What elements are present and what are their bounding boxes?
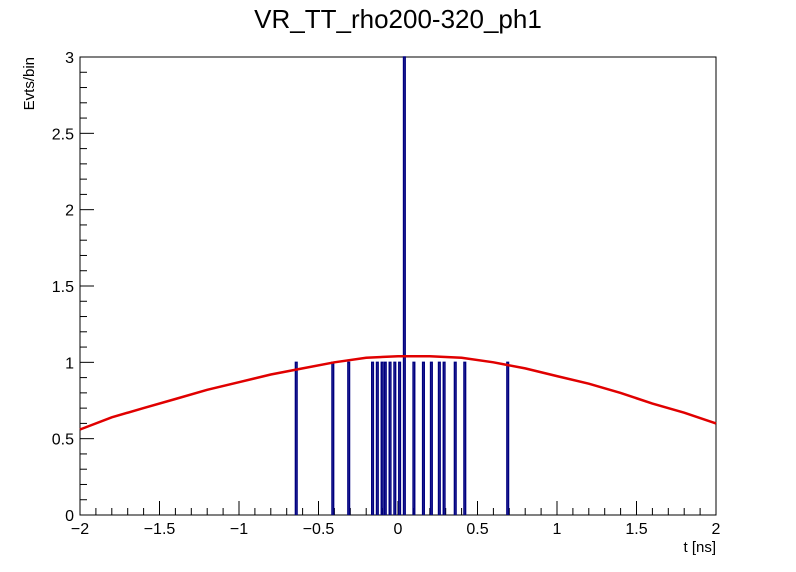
y-tick-label: 2	[65, 203, 74, 220]
histogram-bin	[380, 361, 384, 515]
histogram-bin	[393, 361, 397, 515]
x-tick-label: 1.5	[625, 521, 647, 538]
histogram-bin	[506, 361, 510, 515]
histogram-bin	[347, 361, 351, 515]
x-tick-label: 1	[553, 521, 562, 538]
histogram-bin	[388, 361, 392, 515]
x-tick-label: −2	[71, 521, 89, 538]
y-tick-label: 1.5	[52, 279, 74, 296]
histogram-bin	[371, 361, 375, 515]
x-tick-label: 0	[394, 521, 403, 538]
histogram-bin	[331, 361, 335, 515]
histogram-bin	[383, 361, 387, 515]
y-tick-label: 3	[65, 50, 74, 67]
histogram-bin	[412, 361, 416, 515]
histogram-bars	[294, 56, 510, 515]
x-tick-label: 0.5	[466, 521, 488, 538]
x-tick-label: −1.5	[144, 521, 176, 538]
y-tick-label: 2.5	[52, 126, 74, 143]
plot-frame	[79, 56, 717, 516]
histogram-bin	[429, 361, 433, 515]
histogram-bin	[463, 361, 467, 515]
fit-curve	[79, 354, 717, 431]
x-axis-label: t [ns]	[683, 539, 716, 556]
axes-group: −2 −1.5 −1 −0.5 0 0.5 1 1.5 2 0 0.5 1 1.5 2 2.5 3	[52, 50, 721, 538]
y-axis-label: Evts/bin	[21, 57, 38, 110]
x-tick-label: 2	[712, 521, 721, 538]
y-tick-label: 0	[65, 508, 74, 525]
histogram-bin	[398, 361, 402, 515]
x-tick-label: −1	[230, 521, 248, 538]
histogram-bin	[437, 361, 441, 515]
histogram-bin	[375, 361, 379, 515]
chart-title: VR_TT_rho200-320_ph1	[254, 4, 542, 34]
y-tick-label: 0.5	[52, 432, 74, 449]
x-tick-label: −0.5	[303, 521, 335, 538]
histogram-bin	[421, 361, 425, 515]
y-tick-label: 1	[65, 355, 74, 372]
histogram-bin	[402, 56, 406, 515]
histogram-bin	[442, 361, 446, 515]
histogram-bin	[453, 361, 457, 515]
histogram-bin	[294, 361, 298, 515]
